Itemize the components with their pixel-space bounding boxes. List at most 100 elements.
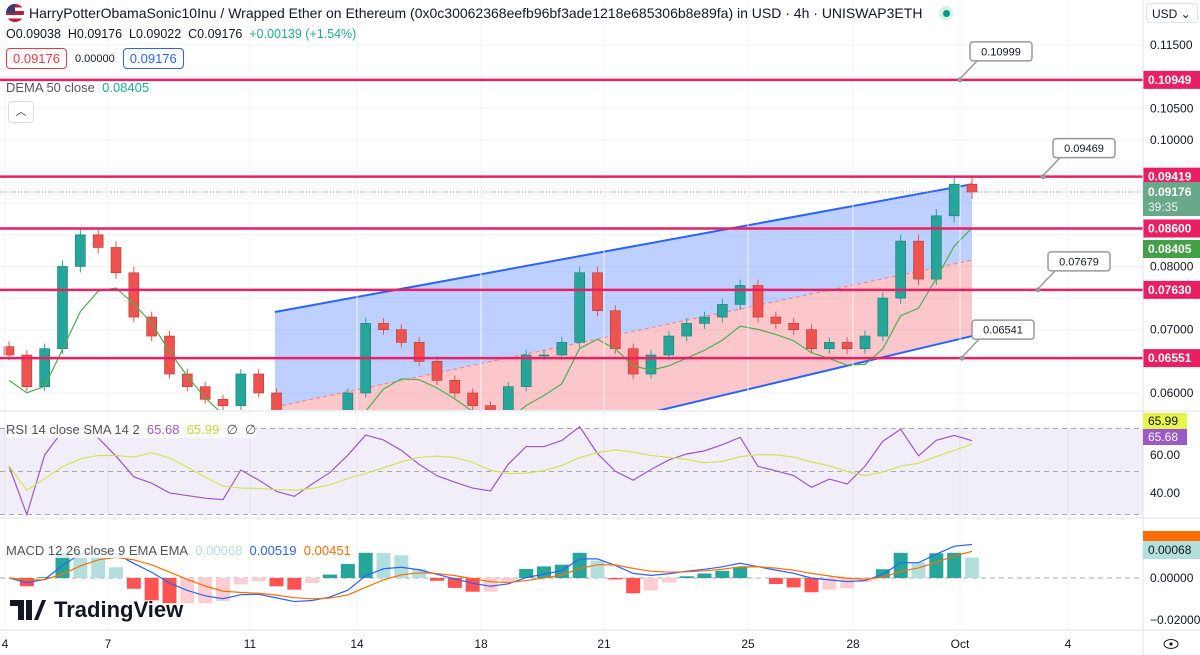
macd-histogram-bar: [358, 552, 373, 578]
level-price-tag: [1143, 219, 1200, 238]
candle: [877, 297, 889, 337]
x-tick-label: 7: [105, 637, 112, 651]
candle: [913, 240, 924, 280]
symbol-title[interactable]: HarryPotterObamaSonic10Inu / Wrapped Eth…: [6, 4, 954, 22]
level-price-label: 0.10949: [1148, 73, 1192, 87]
title-text: HarryPotterObamaSonic10Inu / Wrapped Eth…: [29, 5, 923, 21]
macd-signal-value: 0.00451: [303, 543, 351, 558]
buy-button[interactable]: 0.09176: [122, 48, 184, 69]
candle: [556, 342, 568, 356]
ohlc-legend: O0.09038 H0.09176 L0.09022 C0.09176 +0.0…: [6, 27, 356, 41]
candle: [503, 386, 514, 410]
callout-anchor: [1040, 174, 1046, 180]
candle: [431, 361, 443, 381]
candle: [931, 215, 942, 280]
candle: [342, 392, 354, 410]
macd-histogram-bar: [697, 573, 712, 578]
x-tick-label: 4: [1065, 637, 1072, 651]
eye-icon: [1163, 639, 1179, 649]
price-tick-label: 0.10000: [1150, 133, 1194, 147]
macd-histogram-bar: [376, 552, 391, 578]
rsi-extra: ∅: [245, 422, 257, 437]
candle: [538, 354, 550, 357]
spread: 0.00000: [75, 52, 115, 65]
trade-buttons: 0.09176 0.00000 0.09176: [6, 48, 184, 69]
level-price-label: 0.06551: [1148, 351, 1192, 365]
candle: [610, 310, 621, 349]
macd-tick-label: −0.02000: [1150, 613, 1200, 627]
macd-histogram-bar: [269, 578, 284, 587]
flag-icon: [6, 4, 24, 22]
macd-legend[interactable]: MACD 12 26 close 9 EMA EMA 0.00068 0.005…: [6, 543, 351, 558]
candle: [57, 266, 68, 349]
tradingview-logo[interactable]: TradingView: [10, 597, 183, 623]
macd-histogram-bar: [465, 578, 480, 592]
rsi-tick-label: 40.00: [1150, 486, 1180, 500]
candle: [966, 183, 978, 193]
candle: [841, 342, 853, 349]
macd-histogram-bar: [37, 577, 52, 578]
macd-histogram-bar: [109, 567, 123, 578]
rsi-legend[interactable]: RSI 14 close SMA 14 2 65.68 65.99 ∅ ∅: [6, 422, 257, 438]
candle: [788, 323, 799, 331]
callout-anchor: [959, 355, 965, 361]
candle: [699, 316, 710, 324]
macd-histogram-bar: [947, 552, 962, 578]
dema-legend[interactable]: DEMA 50 close 0.08405: [6, 80, 149, 95]
macd-label: MACD 12 26 close 9 EMA EMA: [6, 543, 189, 558]
candle: [199, 386, 211, 400]
candle: [770, 316, 782, 324]
candle: [413, 342, 425, 362]
market-status-icon[interactable]: [939, 6, 954, 20]
candle: [681, 323, 692, 337]
collapse-legend-button[interactable]: ︿: [8, 101, 34, 123]
currency-select[interactable]: USD ⌄: [1146, 3, 1198, 23]
rsi-sma-tag-label: 65.99: [1148, 414, 1178, 428]
callout-pointer: [959, 59, 979, 80]
dema-tag: [1143, 240, 1200, 258]
macd-histogram-bar: [590, 560, 605, 578]
macd-histogram-bar: [519, 568, 534, 578]
candle: [895, 240, 906, 299]
callout-box: [969, 41, 1033, 62]
macd-histogram-bar: [965, 557, 979, 578]
level-price-tag: [1143, 280, 1200, 299]
macd-histogram-bar: [572, 552, 587, 578]
price-tick-label: 0.10500: [1150, 101, 1194, 115]
rsi-value: 65.68: [146, 422, 180, 437]
macd-histogram-bar: [822, 578, 837, 590]
candle: [717, 304, 728, 318]
candle: [485, 405, 496, 410]
rsi-sma-value: 65.99: [186, 422, 220, 437]
bar-countdown: 39:35: [1148, 200, 1178, 214]
sell-button[interactable]: 0.09176: [6, 48, 67, 69]
rsi-line: [8, 425, 973, 517]
channel-lower-fill: [275, 260, 972, 410]
price-tick-label: 0.11500: [1150, 38, 1193, 52]
macd-histogram-bar: [537, 566, 551, 578]
dema-label: DEMA 50 close: [6, 80, 95, 95]
macd-histogram-bar: [715, 570, 730, 578]
high: H0.09176: [67, 27, 123, 41]
candle: [271, 392, 282, 410]
candle: [182, 373, 193, 387]
rsi-tag-label: 65.68: [1148, 430, 1178, 444]
macd-histogram-bar: [340, 563, 355, 578]
candle: [467, 392, 478, 406]
macd-histogram-bar: [216, 578, 230, 601]
macd-histogram-bar: [644, 578, 658, 591]
callout-pointer: [1042, 156, 1062, 177]
candle: [592, 272, 603, 312]
callout-label: 0.07679: [1059, 256, 1099, 268]
macd-hist-value: 0.00068: [195, 543, 243, 558]
candle: [235, 373, 247, 406]
candle: [110, 247, 122, 274]
candle: [75, 234, 86, 267]
x-tick-label: 18: [474, 637, 488, 651]
candle: [128, 272, 140, 318]
dema-value: 0.08405: [102, 80, 150, 95]
macd-histogram-bar: [126, 578, 141, 589]
x-tick-label: 11: [244, 637, 257, 651]
rsi-sma-line: [8, 443, 973, 492]
